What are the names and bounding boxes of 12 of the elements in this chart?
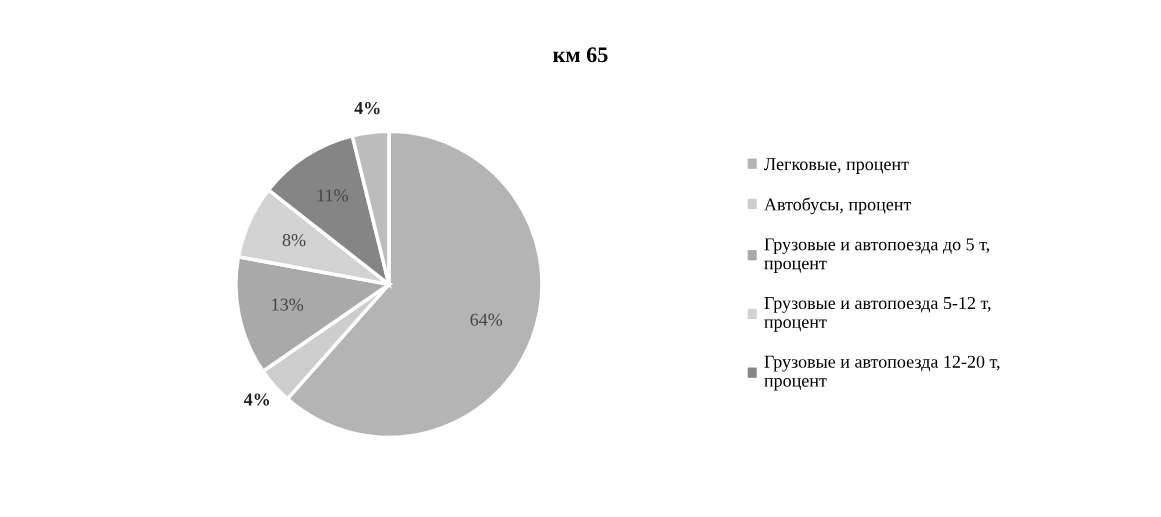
legend-label: Грузовые и автопоезда 5-12 т, процент — [764, 296, 991, 332]
legend-label: Легковые, процент — [764, 158, 909, 174]
data-label: 11% — [317, 189, 349, 202]
data-label: 4% — [354, 101, 380, 115]
data-label: 64% — [470, 313, 503, 326]
legend-label: Автобусы, процент — [764, 197, 912, 215]
data-label: 8% — [282, 233, 306, 247]
legend-label: Грузовые и автопоезда 12-20 т, процент — [764, 355, 1000, 391]
data-label: 4% — [243, 393, 270, 406]
legend-label: Грузовые и автопоезда до 5 т, процент — [764, 238, 990, 273]
data-label: 13% — [272, 298, 304, 311]
chart-title: км 65 — [553, 47, 608, 63]
